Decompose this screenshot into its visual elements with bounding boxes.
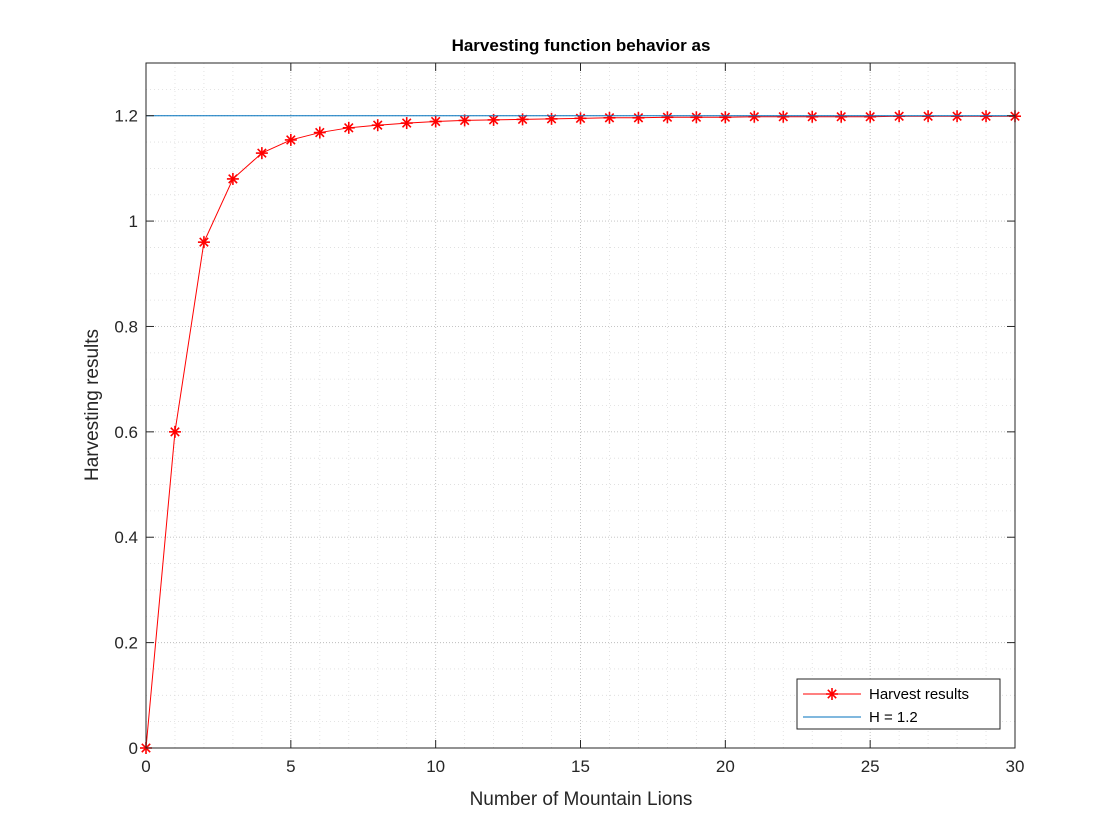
y-axis-label: Harvesting results: [82, 329, 103, 481]
data-point-harvest-results: [255, 147, 268, 160]
y-tick-label: 0.8: [114, 317, 138, 336]
data-point-harvest-results: [690, 111, 703, 124]
data-point-harvest-results: [835, 110, 848, 123]
data-point-harvest-results: [429, 115, 442, 128]
legend-asterisk-icon: [826, 688, 838, 700]
x-tick-label: 5: [286, 757, 295, 776]
data-point-harvest-results: [748, 110, 761, 123]
x-axis-label: Number of Mountain Lions: [470, 789, 693, 810]
y-tick-labels: 0 0.2 0.4 0.6 0.8 1 1.2: [114, 107, 138, 758]
ticks: [145, 63, 1016, 749]
y-tick-label: 0.2: [114, 634, 138, 653]
data-point-harvest-results: [632, 111, 645, 124]
x-tick-labels: 0 5 10 15 20 25 30: [141, 757, 1024, 776]
legend-box: [796, 678, 1001, 730]
data-point-harvest-results: [980, 110, 993, 123]
data-point-harvest-results: [545, 112, 558, 125]
data-point-harvest-results: [371, 119, 384, 132]
x-tick-label: 25: [861, 757, 880, 776]
legend-label-h-1-2: H = 1.2: [869, 709, 918, 726]
data-point-harvest-results: [864, 110, 877, 123]
x-tick-label: 0: [141, 757, 150, 776]
data-point-harvest-results: [226, 172, 239, 185]
legend: Harvest results H = 1.2: [796, 678, 1001, 730]
plot-area: 0 5 10 15 20 25 30 0 0.2 0.4 0.6 0.8 1 1.2: [114, 62, 1024, 776]
data-point-harvest-results: [661, 111, 674, 124]
data-point-harvest-results: [168, 425, 181, 438]
data-point-harvest-results: [313, 126, 326, 139]
x-tick-label: 20: [716, 757, 735, 776]
data-point-harvest-results: [458, 114, 471, 127]
y-tick-label: 1: [129, 212, 138, 231]
x-tick-label: 10: [426, 757, 445, 776]
x-tick-label: 15: [571, 757, 590, 776]
data-point-harvest-results: [893, 110, 906, 123]
data-point-harvest-results: [284, 133, 297, 146]
data-point-harvest-results: [603, 111, 616, 124]
chart-title: Harvesting function behavior as: [452, 36, 711, 55]
data-point-harvest-results: [777, 110, 790, 123]
data-point-harvest-results: [400, 117, 413, 130]
data-point-harvest-results: [951, 110, 964, 123]
series-layer: [140, 110, 1021, 754]
data-point-harvest-results: [342, 121, 355, 134]
data-point-harvest-results: [719, 111, 732, 124]
x-tick-label: 30: [1006, 757, 1025, 776]
data-point-harvest-results: [574, 112, 587, 125]
y-tick-label: 0.6: [114, 423, 138, 442]
data-point-harvest-results: [516, 113, 529, 126]
legend-marker-harvest-results: [826, 688, 838, 700]
data-point-harvest-results: [197, 236, 210, 249]
y-tick-label: 0: [129, 739, 138, 758]
data-point-harvest-results: [487, 113, 500, 126]
data-point-harvest-results: [806, 110, 819, 123]
y-tick-label: 1.2: [114, 107, 138, 126]
y-tick-label: 0.4: [114, 528, 138, 547]
data-point-harvest-results: [922, 110, 935, 123]
legend-label-harvest-results: Harvest results: [869, 686, 969, 703]
